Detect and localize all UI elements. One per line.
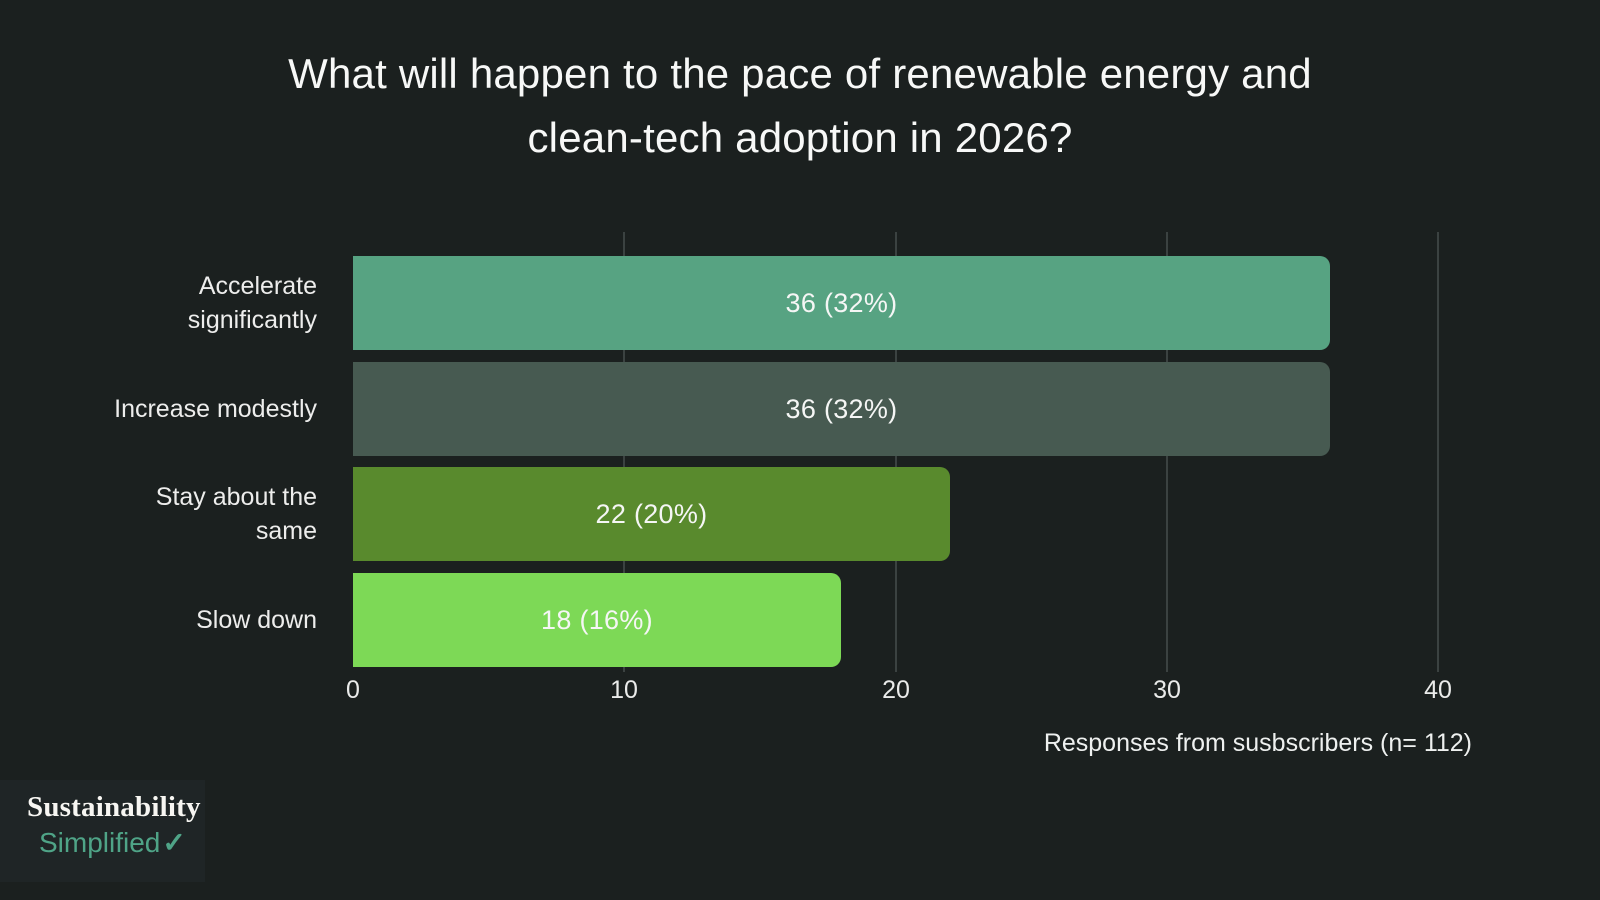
category-label: Stay about the same [155, 483, 317, 545]
logo-wordmark-line2: Simplified✓ [0, 826, 205, 859]
x-tick-label-20: 20 [882, 676, 910, 704]
logo-wordmark-line1: Sustainability [27, 791, 201, 823]
x-tick-label-0: 0 [346, 676, 360, 704]
chart-title: What will happen to the pace of renewabl… [288, 50, 1312, 161]
bar-value-label: 18 (16%) [541, 604, 653, 635]
bar-4: 18 (16%) [353, 573, 841, 667]
x-axis-label: Responses from susbscribers (n= 112) [1043, 729, 1472, 757]
bar-1: 36 (32%) [353, 256, 1330, 350]
x-tick-label-40: 40 [1424, 676, 1452, 704]
bar-3: 22 (20%) [353, 467, 950, 561]
bar-2: 36 (32%) [353, 362, 1330, 456]
check-icon: ✓ [162, 827, 186, 858]
category-label: Slow down [196, 606, 317, 634]
gridline-40 [1437, 232, 1439, 672]
x-tick-label-30: 30 [1153, 676, 1181, 704]
logo: Sustainability Simplified✓ [0, 780, 205, 882]
bar-value-label: 36 (32%) [785, 287, 898, 318]
logo-wordmark-text: Simplified [39, 827, 161, 858]
x-tick-label-10: 10 [610, 676, 638, 704]
category-label: Increase modestly [114, 395, 317, 423]
bar-value-label: 36 (32%) [785, 393, 898, 424]
category-label: Accelerate significantly [187, 272, 317, 334]
bar-value-label: 22 (20%) [595, 498, 708, 529]
